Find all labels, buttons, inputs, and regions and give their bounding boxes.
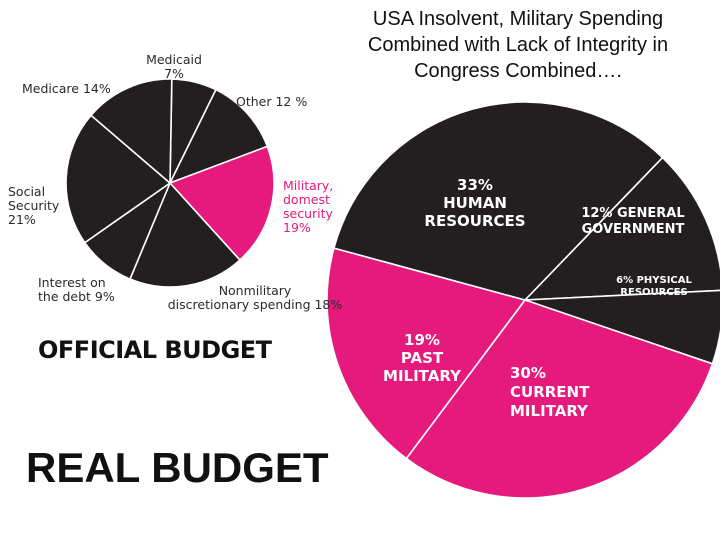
official-label-medicaid: Medicaid 7% [146,52,202,81]
label-line: HUMAN [443,194,507,212]
label-line: 30% [510,364,546,382]
label-line: 19% [404,331,440,349]
real-slice-past-military [326,247,527,460]
label-line: 21% [8,212,36,227]
real-slice-current-military [405,299,714,499]
official-label-other: Other 12 % [236,94,307,109]
real-slice-human-resources [332,101,664,301]
official-label-medicare: Medicare 14% [22,81,111,96]
title-line-2: Combined with Lack of Integrity in [367,34,669,56]
real-budget-caption: REAL BUDGET [26,444,329,491]
official-slice-nonmilitary-discretionary-spending [128,181,241,288]
real-label-physical-resources: 6% PHYSICAL RESOURCES [616,275,692,298]
label-line: PAST [401,349,444,367]
label-line: Security [8,198,60,213]
title-line-3: Congress Combined…. [414,60,622,82]
label-line: Military, [283,178,333,193]
label-line: 6% PHYSICAL [616,275,692,286]
real-label-current-military: 30% CURRENT MILITARY [510,364,590,420]
official-slice-military-domest-security [168,145,275,262]
real-label-general-government: 12% GENERAL GOVERNMENT [581,206,684,237]
label-line: RESOURCES [620,287,687,298]
page-title: USA Insolvent, Military Spending Combine… [318,6,718,84]
label-line: security [283,206,334,221]
official-budget-pie [65,78,275,288]
label-line: Medicaid [146,52,202,67]
official-label-military-domest-security: Military, domest security 19% [283,178,334,235]
label-line: 19% [283,220,311,235]
label-line: 12% GENERAL [581,206,684,221]
official-slice-medicare [89,78,173,185]
official-budget-caption: OFFICIAL BUDGET [38,336,272,364]
official-label-interest-on-the-debt: Interest on the debt 9% [38,275,115,304]
label-line: CURRENT [510,383,590,401]
label-line: Social [8,184,45,199]
label-line: domest [283,192,330,207]
real-label-human-resources: 33% HUMAN RESOURCES [424,176,525,230]
label-line: the debt 9% [38,289,115,304]
official-slice-other [168,88,269,185]
label-line: MILITARY [510,402,589,420]
real-budget-pie [326,101,720,499]
pie-labels: Medicaid 7% Other 12 % Military, domest secur… [8,52,693,420]
label-line: 7% [164,66,184,81]
real-slice-general-government [523,156,720,301]
label-line: RESOURCES [424,212,525,230]
label-line: GOVERNMENT [582,222,685,237]
official-label-nonmilitary-discretionary-spending: Nonmilitary discretionary spending 18% [168,283,343,312]
label-line: Interest on [38,275,106,290]
label-line: 33% [457,176,493,194]
label-line: discretionary spending 18% [168,297,343,312]
official-slice-social-security [65,114,172,244]
title-line-1: USA Insolvent, Military Spending [372,8,664,30]
label-line: Other 12 % [236,94,307,109]
official-label-social-security: Social Security 21% [8,184,60,227]
label-line: Medicare 14% [22,81,111,96]
real-label-past-military: 19% PAST MILITARY [383,331,462,385]
label-line: MILITARY [383,367,462,385]
label-line: Nonmilitary [219,283,292,298]
